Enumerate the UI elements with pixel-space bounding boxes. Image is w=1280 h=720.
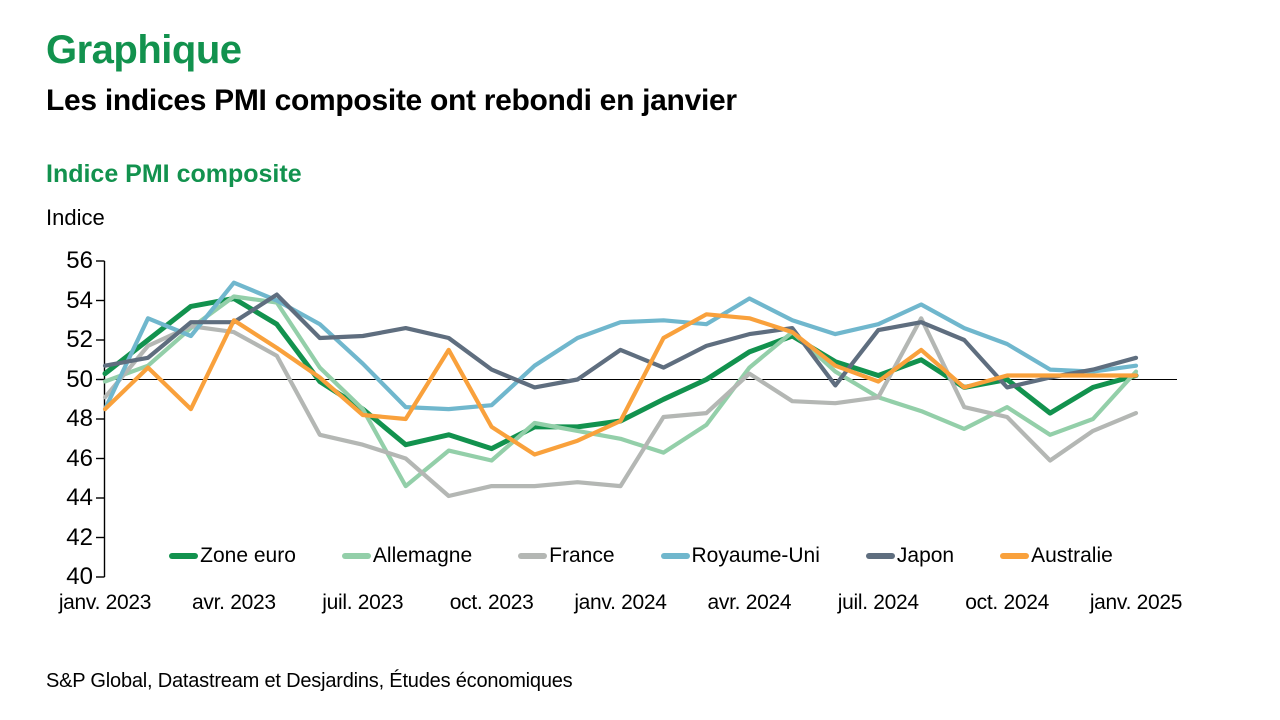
legend-item-zone-euro: Zone euro: [169, 544, 296, 568]
legend-label: Allemagne: [372, 544, 473, 567]
x-tick-label: janv. 2024: [574, 591, 667, 614]
x-tick-label: avr. 2024: [707, 591, 792, 614]
legend-item-france: France: [518, 544, 615, 568]
x-tick-label: oct. 2024: [965, 591, 1049, 614]
legend-marker: [1000, 553, 1030, 559]
source-note: S&P Global, Datastream et Desjardins, Ét…: [46, 670, 573, 692]
legend-label: Zone euro: [200, 544, 296, 567]
series-line-france: [102, 316, 1139, 499]
y-tick-label: 52: [66, 326, 93, 353]
chart-title: Indice PMI composite: [46, 160, 302, 188]
y-tick-label: 44: [66, 484, 93, 511]
legend-marker: [518, 553, 548, 559]
y-tick-label: 50: [66, 365, 93, 393]
series-line-royaume-uni: [102, 280, 1139, 412]
y-tick-label: 54: [66, 286, 93, 314]
legend-item-japon: Japon: [865, 544, 955, 568]
x-tick-label: juil. 2024: [837, 591, 919, 614]
x-tick-label: avr. 2023: [192, 591, 276, 614]
legend-item-australie: Australie: [1000, 544, 1113, 568]
x-tick-label: juil. 2023: [322, 591, 404, 614]
legend-label: Royaume-Uni: [691, 544, 820, 567]
series-line-australie: [102, 312, 1139, 457]
legend-marker: [169, 553, 199, 559]
page-title: Les indices PMI composite ont rebondi en…: [46, 84, 737, 117]
series-line-japon: [102, 292, 1139, 390]
y-tick-label: 40: [66, 563, 93, 590]
legend-item-allemagne: Allemagne: [341, 544, 473, 568]
x-tick-label: oct. 2023: [449, 591, 534, 614]
legend-marker: [660, 553, 690, 559]
chart-legend: Zone euro Allemagne France Royaume-Uni Japon…: [105, 544, 1177, 568]
x-tick-label: janv. 2025: [1089, 591, 1183, 614]
x-tick-label: janv. 2023: [58, 591, 152, 614]
legend-label: France: [549, 544, 615, 567]
legend-marker: [865, 553, 895, 559]
legend-label: Japon: [896, 544, 955, 567]
y-tick-label: 56: [66, 247, 93, 274]
legend-item-royaume-uni: Royaume-Uni: [660, 544, 820, 568]
chart-kicker: Graphique: [46, 28, 242, 72]
y-tick-label: 48: [66, 405, 93, 432]
legend-marker: [341, 553, 371, 559]
series-line-allemagne: [102, 294, 1139, 489]
y-tick-label: 46: [66, 444, 93, 472]
y-tick-label: 42: [66, 523, 93, 551]
y-axis-title: Indice: [46, 205, 105, 230]
legend-label: Australie: [1031, 544, 1113, 567]
